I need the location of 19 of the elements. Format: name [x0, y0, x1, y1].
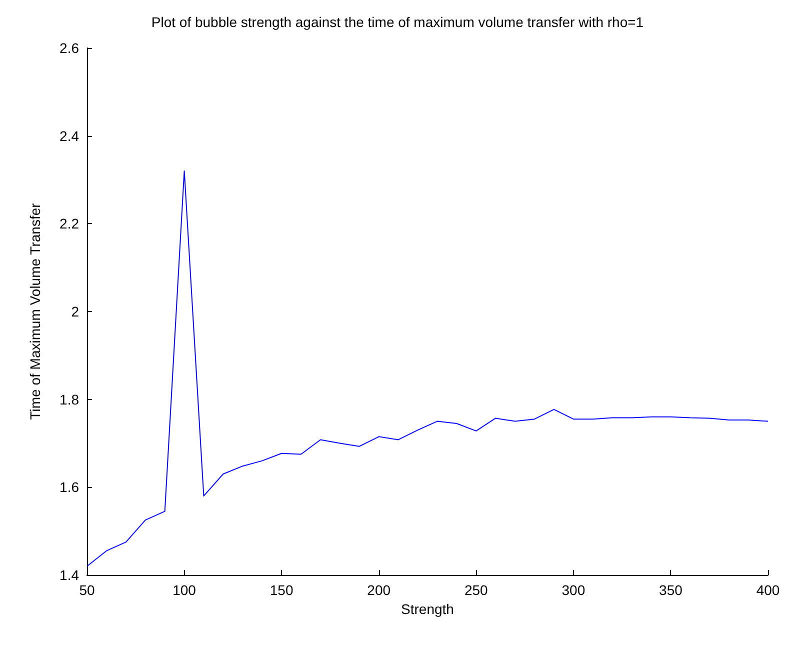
x-tick-label: 350: [659, 582, 683, 598]
x-tick-label: 200: [367, 582, 391, 598]
x-tick-label: 250: [464, 582, 488, 598]
x-tick-label: 100: [172, 582, 196, 598]
x-axis-title: Strength: [401, 600, 454, 617]
y-tick-label: 2.6: [60, 40, 80, 56]
x-tick-label: 400: [756, 582, 780, 598]
y-tick-label: 1.4: [60, 567, 80, 583]
y-tick-label: 1.8: [60, 391, 80, 408]
y-tick-label: 2.4: [60, 128, 80, 144]
y-axis-title: Time of Maximum Volume Transfer: [27, 202, 43, 420]
x-tick-label: 50: [79, 582, 95, 598]
y-tick-label: 1.6: [60, 479, 80, 496]
x-tick-label: 150: [270, 582, 294, 598]
line-series: [86, 170, 768, 567]
y-tick-label: 2: [71, 304, 80, 320]
chart-title: Plot of bubble strength against the time of maximum volume transfer with rho=1: [151, 14, 644, 30]
y-tick-label: 2.2: [60, 216, 80, 232]
x-tick-label: 300: [562, 582, 586, 598]
